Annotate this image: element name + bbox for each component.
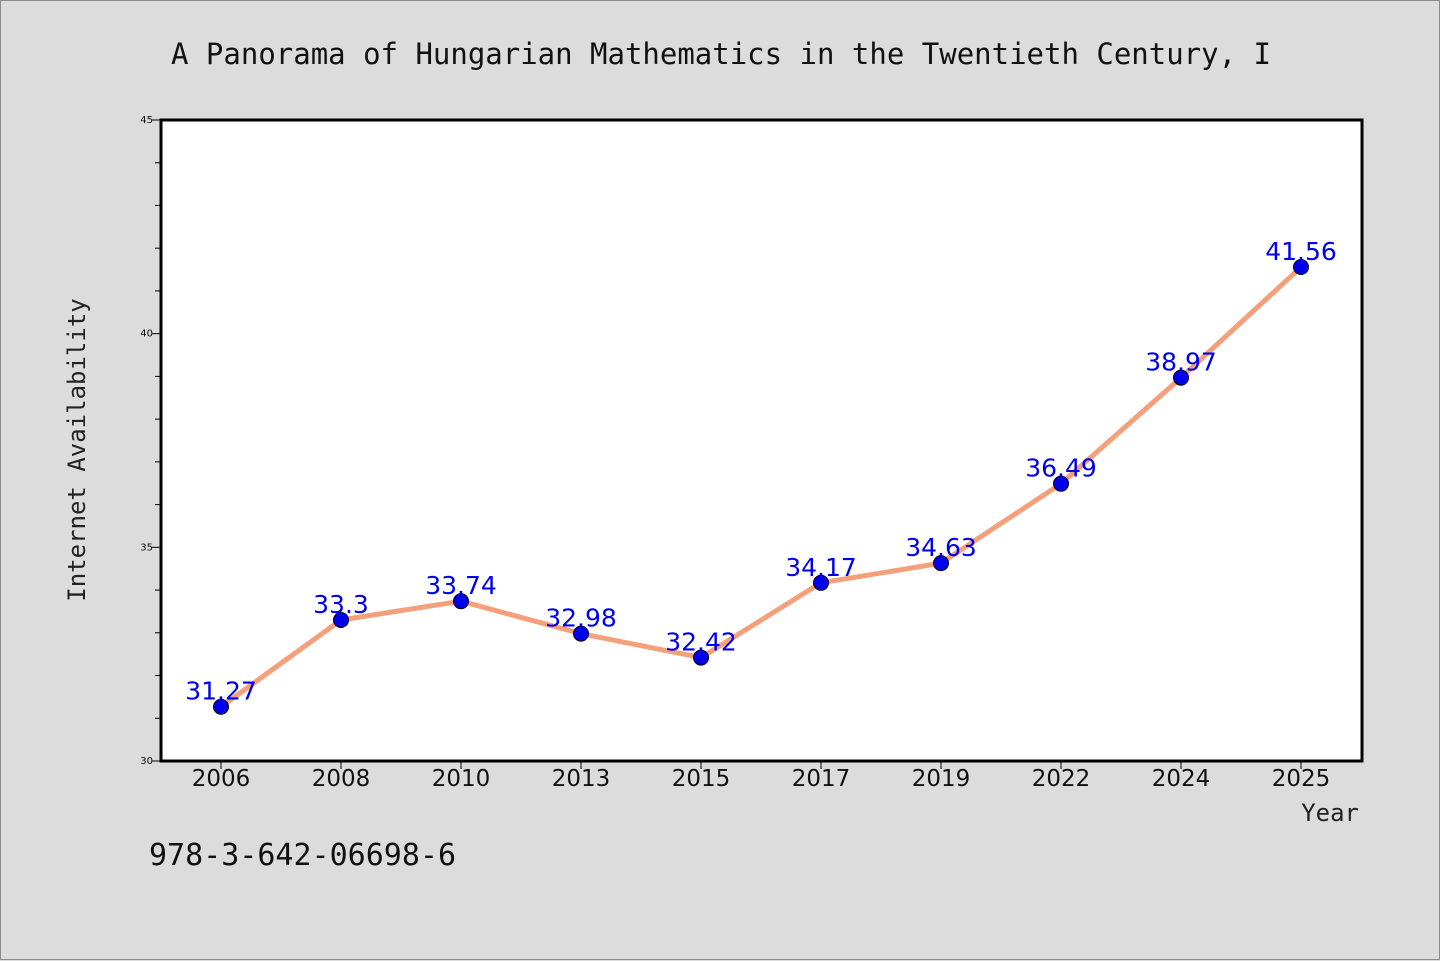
data-point — [693, 649, 709, 666]
isbn-text: 978-3-642-06698-6 — [149, 838, 456, 873]
x-tick-label: 2017 — [792, 766, 851, 792]
data-label: 32.42 — [665, 628, 737, 657]
data-label-layer: 31.27 33.3 33.74 32.98 32.42 34.17 34.63 36.49 3… — [185, 237, 1337, 706]
x-tick-label: 2022 — [1032, 766, 1091, 792]
data-label: 31.27 — [185, 677, 257, 706]
x-tick-label: 2008 — [312, 766, 371, 792]
data-label: 32.98 — [545, 604, 617, 633]
x-tick-label: 2025 — [1272, 766, 1331, 792]
x-tick-label: 2006 — [192, 766, 251, 792]
y-axis: 30 35 40 45 — [140, 115, 161, 767]
data-label: 33.74 — [425, 571, 497, 600]
series-line — [218, 264, 1304, 710]
x-tick-label: 2015 — [672, 766, 731, 792]
x-tick-label: 2024 — [1152, 766, 1211, 792]
data-point — [453, 593, 469, 610]
x-tick-label: 2019 — [912, 766, 971, 792]
data-point — [213, 698, 229, 715]
data-point — [573, 625, 589, 642]
data-point — [813, 574, 829, 591]
data-point — [333, 611, 349, 628]
chart-title: A Panorama of Hungarian Mathematics in t… — [171, 37, 1271, 71]
data-label: 34.17 — [785, 553, 857, 582]
x-tick-label: 2013 — [552, 766, 611, 792]
y-tick-label: 40 — [140, 329, 153, 340]
y-tick-label: 30 — [140, 756, 153, 767]
y-tick-label: 35 — [140, 542, 153, 553]
data-label: 41.56 — [1265, 237, 1337, 266]
data-label: 33.3 — [313, 590, 369, 619]
data-point — [933, 555, 949, 572]
y-axis-title: Internet Availability — [63, 298, 91, 601]
data-point — [1293, 259, 1309, 276]
data-label: 38.97 — [1145, 348, 1217, 377]
x-axis-title: Year — [1301, 799, 1359, 827]
x-tick-label: 2010 — [432, 766, 491, 792]
x-axis: 2006 2008 2010 2013 2015 2017 2019 2022 2024 2025 — [192, 761, 1331, 792]
series-layer — [213, 259, 1309, 715]
plot-area — [159, 118, 1364, 763]
data-point — [1053, 475, 1069, 492]
y-tick-label: 45 — [140, 115, 153, 126]
data-label: 36.49 — [1025, 454, 1097, 483]
data-label: 34.63 — [905, 533, 977, 562]
data-point — [1173, 369, 1189, 386]
